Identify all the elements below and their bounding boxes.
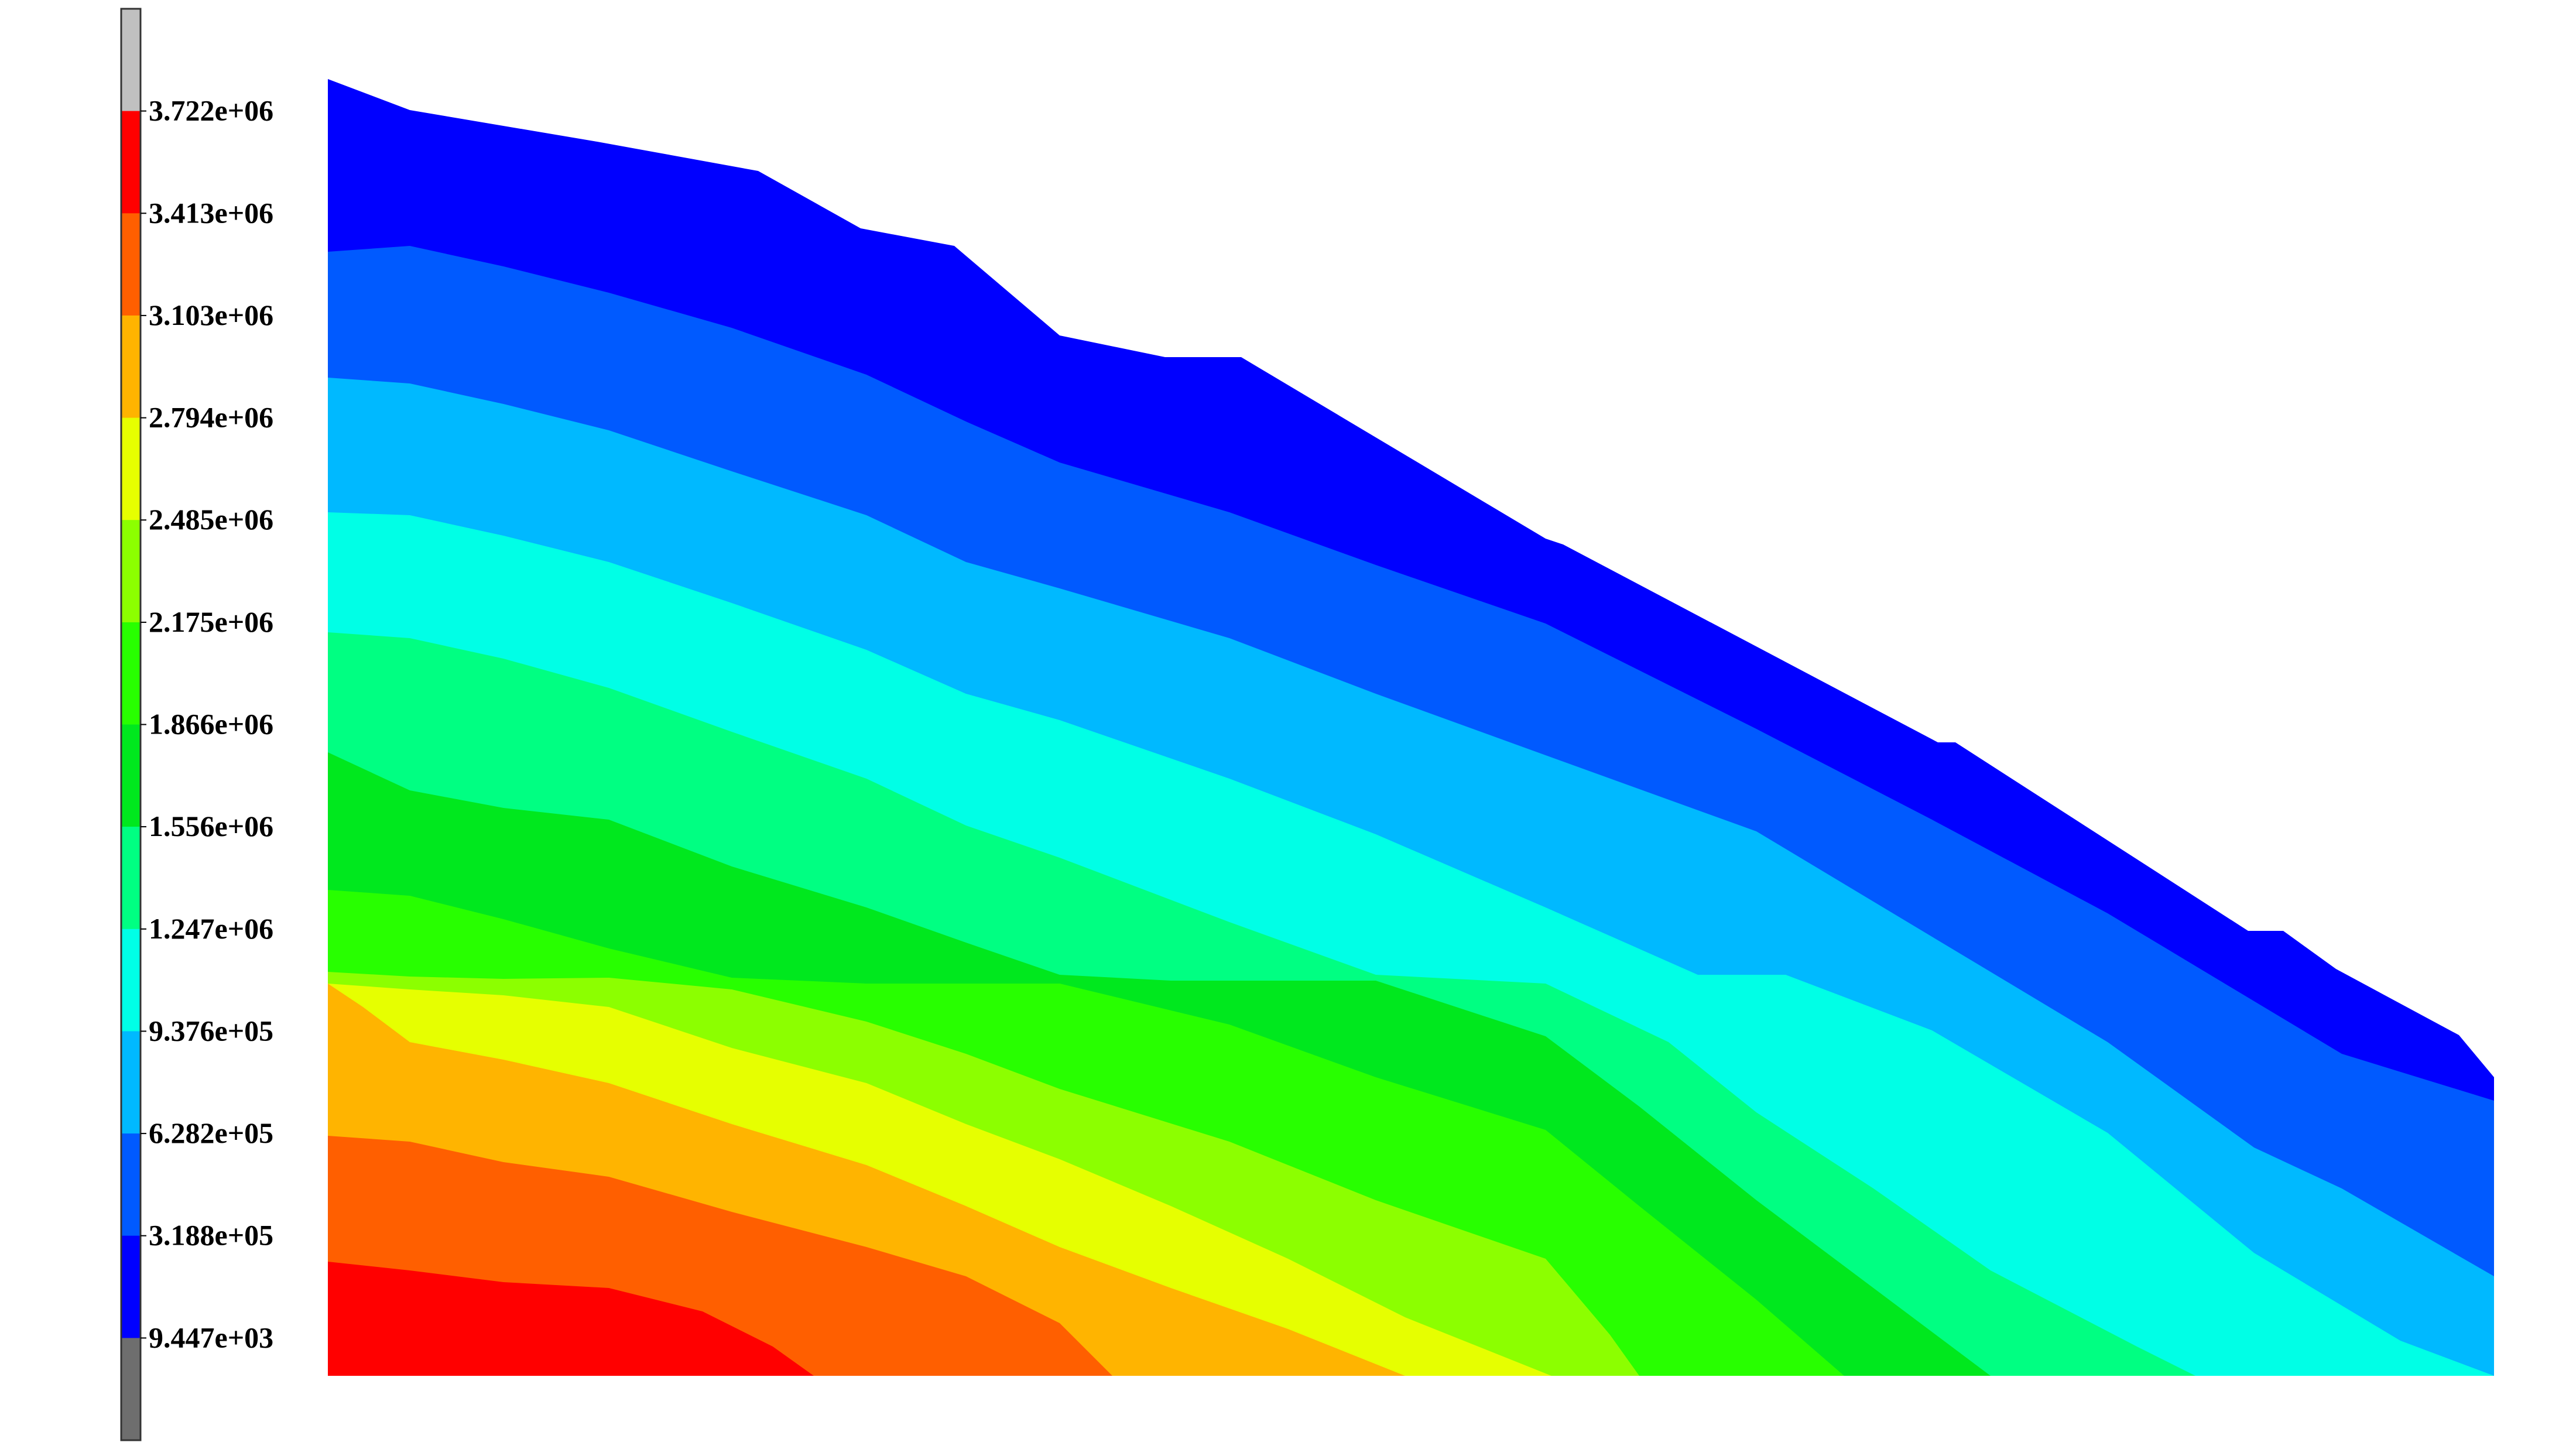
- colorbar-band: [121, 827, 141, 930]
- colorbar-band: [121, 520, 141, 623]
- colorbar-band: [121, 315, 141, 419]
- colorbar-band: [121, 724, 141, 827]
- colorbar-band: [121, 213, 141, 316]
- colorbar-band: [121, 417, 141, 520]
- colorbar-tick-label: 3.103e+06: [149, 299, 273, 331]
- contour-band-l11: [328, 1262, 814, 1376]
- colorbar-band: [121, 1235, 141, 1338]
- colorbar-tick-label: 2.794e+06: [149, 401, 273, 434]
- colorbar-tick-label: 2.485e+06: [149, 503, 273, 536]
- colorbar-tick-label: 6.282e+05: [149, 1116, 273, 1149]
- colorbar-band: [121, 622, 141, 725]
- colorbar-tick-label: 3.413e+06: [149, 196, 273, 229]
- colorbar-tick-label: 1.866e+06: [149, 708, 273, 741]
- colorbar-band: [121, 1338, 141, 1441]
- colorbar-tick-label: 1.247e+06: [149, 912, 273, 945]
- colorbar-band: [121, 1133, 141, 1236]
- colorbar-band: [121, 111, 141, 214]
- colorbar-tick-label: 3.722e+06: [149, 94, 273, 127]
- contour-field: [328, 79, 2494, 1376]
- colorbar-tick-label: 2.175e+06: [149, 605, 273, 638]
- colorbar-band: [121, 929, 141, 1032]
- colorbar-tick-label: 9.376e+05: [149, 1014, 273, 1047]
- colorbar-tick-label: 3.188e+05: [149, 1219, 273, 1252]
- colorbar: 3.722e+06 3.413e+06 3.103e+06 2.794e+06 2.48…: [120, 8, 273, 1441]
- colorbar-band: [121, 9, 141, 112]
- colorbar-band: [121, 1031, 141, 1134]
- colorbar-tick-label: 9.447e+03: [149, 1321, 273, 1354]
- colorbar-tick-label: 1.556e+06: [149, 810, 273, 842]
